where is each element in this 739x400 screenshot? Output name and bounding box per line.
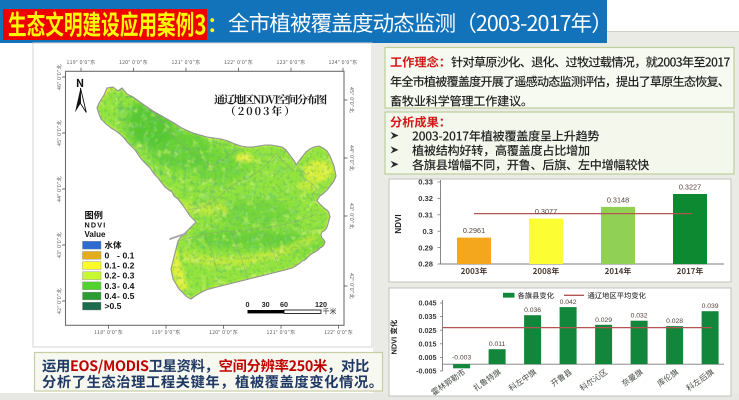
svg-text:0.015: 0.015 xyxy=(419,339,437,348)
svg-text:0.035: 0.035 xyxy=(419,312,437,321)
svg-text:-0.003: -0.003 xyxy=(452,355,471,362)
svg-text:-: - xyxy=(117,281,120,291)
svg-text:0.3077: 0.3077 xyxy=(535,207,557,216)
svg-text:0.029: 0.029 xyxy=(595,317,612,324)
svg-text:0.33: 0.33 xyxy=(418,178,433,187)
svg-text:60: 60 xyxy=(280,300,288,309)
svg-text:0.2961: 0.2961 xyxy=(463,226,485,235)
svg-text:-: - xyxy=(117,291,120,301)
svg-text:0: 0 xyxy=(246,300,250,309)
svg-text:-0.005: -0.005 xyxy=(416,367,436,376)
svg-text:0.1: 0.1 xyxy=(123,250,135,260)
svg-text:0.045: 0.045 xyxy=(419,299,437,308)
svg-text:-: - xyxy=(117,261,120,271)
svg-text:0.042: 0.042 xyxy=(560,299,577,306)
svg-text:-: - xyxy=(117,250,120,260)
svg-text:0.31: 0.31 xyxy=(418,211,434,220)
svg-text:NDVI: NDVI xyxy=(394,214,403,233)
svg-text:0.036: 0.036 xyxy=(524,307,541,314)
svg-text:NDVI: NDVI xyxy=(85,221,107,230)
svg-text:0.3: 0.3 xyxy=(422,227,433,236)
svg-text:0.028: 0.028 xyxy=(666,318,683,325)
svg-text:0.2: 0.2 xyxy=(105,271,117,281)
svg-text:0.29: 0.29 xyxy=(418,243,433,252)
svg-text:0.025: 0.025 xyxy=(419,326,437,335)
svg-text:0.3227: 0.3227 xyxy=(679,182,701,191)
svg-text:Value: Value xyxy=(85,230,106,239)
svg-text:0.4: 0.4 xyxy=(123,281,135,291)
svg-text:0.3: 0.3 xyxy=(105,281,117,291)
svg-text:0.032: 0.032 xyxy=(631,313,648,320)
svg-text:-: - xyxy=(117,271,120,281)
svg-text:NDVI: NDVI xyxy=(390,337,399,355)
svg-text:0.32: 0.32 xyxy=(418,194,433,203)
svg-text:0.011: 0.011 xyxy=(489,341,506,348)
svg-text:120: 120 xyxy=(315,300,327,309)
svg-text:0.005: 0.005 xyxy=(419,353,437,362)
svg-text:0.039: 0.039 xyxy=(702,303,719,310)
svg-text:0.28: 0.28 xyxy=(418,260,433,269)
svg-text:0.1: 0.1 xyxy=(105,261,117,271)
svg-text:0.3: 0.3 xyxy=(123,271,135,281)
svg-text:0.5: 0.5 xyxy=(123,291,135,301)
svg-text:0.2: 0.2 xyxy=(123,261,135,271)
svg-text:0.3148: 0.3148 xyxy=(607,195,629,204)
svg-text:30: 30 xyxy=(262,300,270,309)
svg-text:0.4: 0.4 xyxy=(105,291,117,301)
svg-text:>0.5: >0.5 xyxy=(105,301,122,311)
svg-text:0: 0 xyxy=(105,250,110,260)
